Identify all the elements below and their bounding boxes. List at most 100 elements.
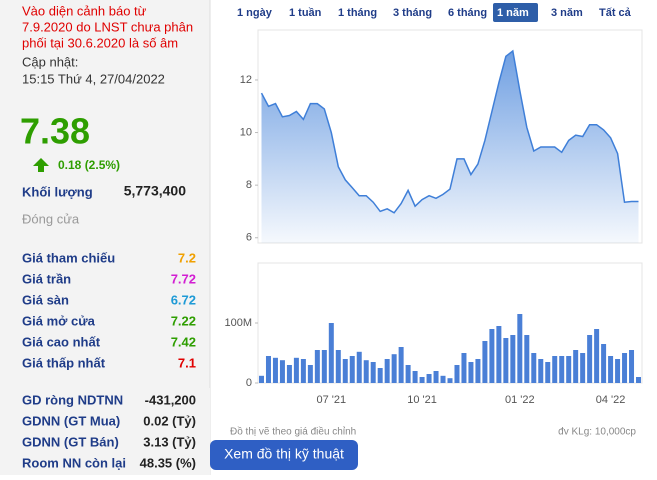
volume-bar <box>321 350 327 383</box>
tab[interactable]: 1 ngày <box>237 7 273 19</box>
volume-bar <box>482 341 488 383</box>
volume-bar <box>433 371 439 383</box>
tab[interactable]: 1 tuần <box>289 7 322 19</box>
tab[interactable]: 3 năm <box>551 7 583 19</box>
unit-note: đv KLg: 10,000cp <box>558 427 636 438</box>
x-tick-label: 10 '21 <box>407 394 437 406</box>
price-row-label: Giá trần <box>22 271 71 286</box>
volume-bar <box>601 344 607 383</box>
y-tick-label: 0 <box>246 377 252 389</box>
volume-bar <box>293 357 299 383</box>
volume-bar <box>307 365 313 383</box>
foreign-row-label: GD ròng NDTNN <box>22 392 123 407</box>
price: 7.38 <box>20 111 90 152</box>
volume-bar <box>279 360 285 383</box>
warning-text: Vào diện cảnh báo từ <box>22 3 147 18</box>
volume-bar <box>573 350 579 383</box>
volume-bar <box>405 365 411 383</box>
x-tick-label: 04 '22 <box>596 394 626 406</box>
volume-bar <box>559 356 565 383</box>
tab[interactable]: 6 tháng <box>448 7 487 19</box>
volume-bar <box>629 350 635 383</box>
volume-bar <box>335 350 341 383</box>
volume-bar <box>286 365 292 383</box>
volume-bar <box>496 326 502 383</box>
price-row-label: Giá mở cửa <box>22 313 96 328</box>
price-row-value: 6.72 <box>171 292 196 307</box>
volume-bar <box>356 351 362 383</box>
price-row-value: 7.42 <box>171 334 196 349</box>
volume-bar <box>363 360 369 383</box>
price-row-label: Giá sàn <box>22 292 69 307</box>
volume-bar <box>636 377 642 383</box>
volume-bar <box>622 353 628 383</box>
volume-bar <box>454 365 460 383</box>
price-row-label: Giá cao nhất <box>22 334 101 349</box>
tab-active-bg <box>493 3 538 22</box>
volume-bar <box>615 359 621 383</box>
y-tick-label: 12 <box>240 74 252 86</box>
tab[interactable]: 3 tháng <box>393 7 432 19</box>
foreign-row-value: -431,200 <box>145 392 196 407</box>
status: Đóng cửa <box>22 211 80 226</box>
chart-note: Đồ thị vẽ theo giá điều chỉnh <box>230 426 356 438</box>
volume: 5,773,400 <box>124 183 186 199</box>
foreign-row-label: GDNN (GT Bán) <box>22 434 119 449</box>
volume-bar <box>377 368 383 383</box>
volume-bar <box>552 356 558 383</box>
volume-label: Khối lượng <box>22 184 93 199</box>
warning-text: phối tại 30.6.2020 là số âm <box>22 35 178 50</box>
volume-bar <box>447 378 453 383</box>
tab[interactable]: 1 tháng <box>338 7 377 19</box>
price-row-value: 7.72 <box>171 271 196 286</box>
volume-bar <box>349 356 355 383</box>
volume-bar <box>503 338 509 383</box>
updated-label: Cập nhật: <box>22 54 78 69</box>
volume-bar <box>426 374 432 383</box>
volume-bar <box>440 375 446 383</box>
volume-bar <box>342 359 348 383</box>
warning-text: 7.9.2020 do LNST chưa phân <box>22 19 193 34</box>
foreign-row-label: GDNN (GT Mua) <box>22 413 120 428</box>
volume-bar <box>608 356 614 383</box>
volume-bar <box>398 347 404 383</box>
volume-bar <box>524 335 530 383</box>
price-row-label: Giá thấp nhất <box>22 355 106 370</box>
tab[interactable]: Tất cả <box>599 7 632 19</box>
volume-bar <box>510 335 516 383</box>
x-tick-label: 07 '21 <box>316 394 346 406</box>
volume-bar <box>545 362 551 383</box>
y-tick-label: 6 <box>246 232 252 244</box>
y-tick-label: 8 <box>246 179 252 191</box>
volume-bar <box>566 356 572 383</box>
foreign-row-label: Room NN còn lại <box>22 455 126 470</box>
tech-chart-button[interactable]: Xem đồ thị kỹ thuật <box>224 446 344 462</box>
volume-bar <box>258 375 264 383</box>
volume-bar <box>594 329 600 383</box>
change: 0.18 (2.5%) <box>58 158 120 172</box>
volume-bar <box>517 314 523 383</box>
volume-bar <box>475 359 481 383</box>
volume-bar <box>580 353 586 383</box>
volume-bar <box>489 329 495 383</box>
price-line <box>260 49 639 214</box>
foreign-bg <box>0 388 210 475</box>
volume-bar <box>587 335 593 383</box>
volume-bar <box>461 353 467 383</box>
volume-bar <box>300 359 306 383</box>
foreign-row-value: 3.13 (Tỷ) <box>143 434 196 449</box>
volume-bar <box>391 354 397 383</box>
foreign-row-value: 0.02 (Tỷ) <box>143 413 196 428</box>
price-row-label: Giá tham chiếu <box>22 250 115 265</box>
price-row-value: 7.2 <box>178 250 196 265</box>
tab[interactable]: 1 năm <box>497 7 529 19</box>
volume-bar <box>412 371 418 383</box>
y-tick-label: 100M <box>224 317 252 329</box>
updated-time: 15:15 Thứ 4, 27/04/2022 <box>22 71 165 86</box>
volume-bar <box>272 357 278 383</box>
tech-chart-button-bg[interactable] <box>210 440 358 470</box>
volume-bar <box>328 323 334 383</box>
volume-bar <box>265 356 271 383</box>
y-tick-label: 10 <box>240 126 252 138</box>
